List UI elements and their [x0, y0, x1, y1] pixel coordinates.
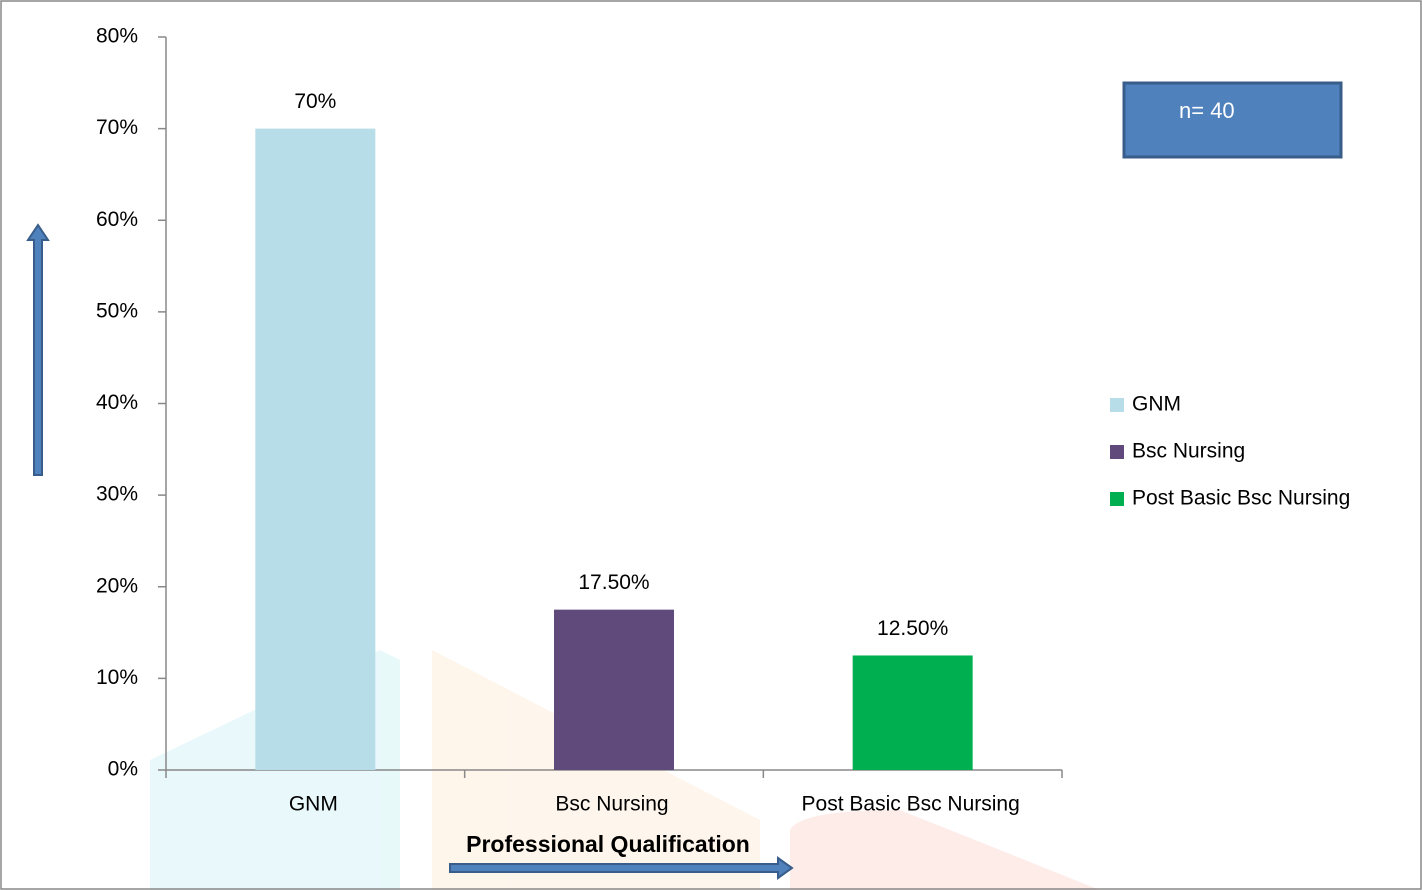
x-tick-label: GNM: [289, 793, 338, 816]
bar: [255, 128, 376, 770]
x-tick-label: Bsc Nursing: [555, 793, 668, 816]
legend-swatch: [1110, 492, 1124, 506]
y-tick-label: 80%: [96, 25, 138, 48]
y-tick-label: 20%: [96, 574, 138, 597]
legend-swatch: [1110, 445, 1124, 459]
legend-label: Post Basic Bsc Nursing: [1132, 487, 1350, 510]
y-arrow: [26, 223, 50, 476]
data-label: 17.50%: [578, 571, 649, 594]
y-tick-label: 0%: [108, 758, 138, 781]
bar: [852, 655, 973, 770]
x-arrow: [449, 856, 794, 880]
y-tick-label: 60%: [96, 208, 138, 231]
data-label: 70%: [294, 90, 336, 113]
y-tick-label: 10%: [96, 666, 138, 689]
data-label: 12.50%: [877, 617, 948, 640]
x-axis-label: Professional Qualification: [466, 831, 750, 857]
legend-swatch: [1110, 398, 1124, 412]
bar: [554, 609, 674, 770]
y-tick-label: 40%: [96, 391, 138, 414]
legend-label: Bsc Nursing: [1132, 440, 1245, 463]
x-tick-label: Post Basic Bsc Nursing: [802, 793, 1020, 816]
y-tick-label: 70%: [96, 116, 138, 139]
annotation: n= 40: [1179, 98, 1235, 123]
annotation-box: [1122, 81, 1343, 159]
legend-label: GNM: [1132, 393, 1181, 416]
y-tick-label: 30%: [96, 483, 138, 506]
y-tick-label: 50%: [96, 299, 138, 322]
